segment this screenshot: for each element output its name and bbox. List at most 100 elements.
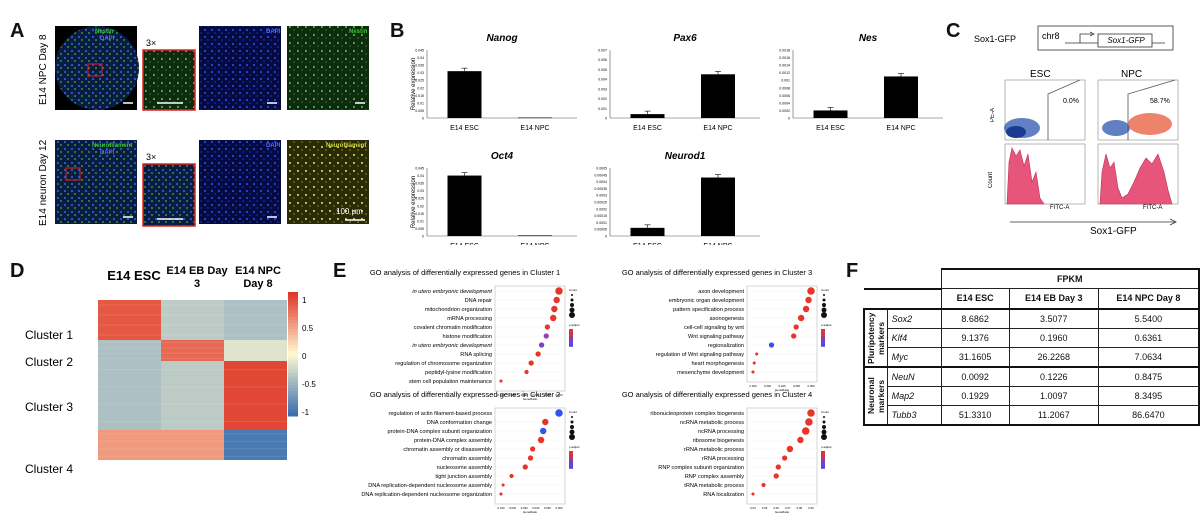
bar [884, 76, 918, 118]
colorbar-segment [288, 326, 298, 330]
cell: 31.1605 [940, 346, 1010, 367]
fitc-axis-label-1: FITC-A [1050, 205, 1070, 211]
panel-label-b: B [390, 20, 405, 42]
go-term-label: axon development [698, 289, 744, 295]
go-dot [499, 379, 503, 383]
cell: 0.8475 [1097, 365, 1200, 387]
colorbar-segment [288, 295, 298, 299]
go-dot [807, 409, 815, 417]
npc-scatter-gfp [1128, 113, 1172, 135]
colorbar-tick-4: -0.5 [302, 380, 316, 389]
cell: 11.2067 [1008, 404, 1099, 426]
y-tick-label: 0.0006 [779, 94, 790, 98]
colorbar-segment [288, 304, 298, 308]
y-tick-label: 0.01 [417, 101, 424, 105]
colorbar-segment [288, 338, 298, 343]
go-x-tick: 0.020 [750, 384, 757, 388]
go-legend-gradient [821, 333, 825, 336]
bar [630, 114, 665, 118]
go-legend-gradient [569, 466, 573, 469]
y-tick-label: 0.007 [598, 49, 607, 53]
go-legend-dot [571, 294, 573, 296]
go-term-label: mesenchyme development [677, 370, 744, 376]
go-legend-padj: p.adjust [821, 445, 832, 449]
go-legend-dot [571, 416, 573, 418]
y-tick-label: 0.0012 [779, 71, 790, 75]
panel-label-d: D [10, 260, 25, 282]
go-x-label: GeneRatio [523, 510, 538, 514]
go-term-label: in utero embryonic development [412, 343, 492, 349]
go-x-tick: 0.06 [773, 506, 779, 510]
go-legend-gradient [821, 451, 825, 454]
go-x-tick: 0.030 [521, 393, 528, 397]
go-term-label: cell-cell signaling by wnt [684, 325, 744, 331]
heatmap-cell [224, 300, 287, 340]
group-label-pluripotency: Pluripotency markers [865, 311, 886, 364]
colorbar-segment [288, 301, 298, 305]
heatmap-cell [161, 340, 224, 361]
colorbar-segment [288, 341, 298, 346]
go-title: GO analysis of differentially expressed … [370, 268, 560, 277]
colorbar-segment [288, 412, 298, 417]
go-legend-dot [569, 434, 575, 440]
esc-histogram [1006, 147, 1045, 205]
x-tick-label: E14 ESC [633, 243, 662, 245]
y-tick-label: 0.004 [598, 78, 607, 82]
go-legend-count: Count [569, 288, 577, 292]
go-dot [524, 369, 529, 375]
gene-sox2: Sox2 [886, 307, 942, 329]
bar [447, 71, 482, 118]
cluster-4-label: Cluster 4 [25, 462, 74, 476]
colorbar-segment [288, 372, 298, 377]
go-x-label: GeneRatio [775, 388, 790, 392]
go-dot [555, 409, 563, 417]
bar [518, 235, 552, 236]
go-legend-gradient [569, 464, 573, 467]
y-tick-label: 0.04 [417, 174, 424, 178]
y-tick-label: 0.015 [415, 212, 424, 216]
go-dot [544, 324, 551, 330]
go-term-label: protein-DNA complex subunit organization [388, 429, 492, 435]
go-x-tick: 0.050 [544, 506, 551, 510]
y-tick-label: 0.0018 [779, 49, 790, 53]
cluster-1-label: Cluster 1 [25, 328, 74, 342]
cluster-2-label: Cluster 2 [25, 355, 74, 369]
heatmap-cell [98, 361, 161, 430]
go-dot [509, 473, 514, 479]
panel-c-facs [1004, 25, 1179, 226]
go-term-label: stem cell population maintenance [409, 379, 492, 385]
colorbar-segment [288, 403, 298, 408]
colorbar-segment [288, 378, 298, 383]
channel-nestin-2: Nestin [349, 29, 368, 35]
go-legend-gradient [821, 466, 825, 469]
heatmap-col-esc: E14 ESC [107, 268, 161, 283]
go-x-tick: 0.040 [532, 393, 539, 397]
go-legend-gradient [821, 337, 825, 341]
go-legend-gradient [569, 451, 573, 454]
channel-dapi-1: DAPI [100, 36, 115, 42]
go-dot [797, 314, 805, 322]
npc-scatter-esc-like [1102, 120, 1130, 136]
y-tick-label: 0.02 [417, 86, 424, 90]
y-tick-label: 0.005 [415, 109, 424, 113]
go-dot [535, 351, 541, 357]
go-term-label: RNA localization [703, 492, 744, 498]
fpkm-col-npc: E14 NPC Day 8 [1097, 288, 1200, 309]
heatmap-cell [224, 340, 287, 361]
colorbar-segment [288, 394, 298, 398]
go-dot [499, 492, 503, 496]
y-tick-label: 0.0002 [596, 207, 607, 211]
go-dot [775, 464, 781, 470]
go-term-label: heart morphogenesis [691, 361, 744, 367]
go-term-label: RNP complex subunit organization [658, 465, 744, 471]
panel-d-heatmap [98, 292, 298, 460]
go-legend-dot [822, 425, 826, 429]
cell: 51.3310 [940, 404, 1010, 426]
colorbar-segment [288, 298, 298, 302]
x-tick-label: E14 ESC [450, 125, 479, 132]
y-tick-label: 0 [605, 235, 607, 239]
go-dot [553, 296, 560, 304]
go-x-tick: 0.040 [532, 506, 539, 510]
cluster-3-label: Cluster 3 [25, 400, 74, 414]
